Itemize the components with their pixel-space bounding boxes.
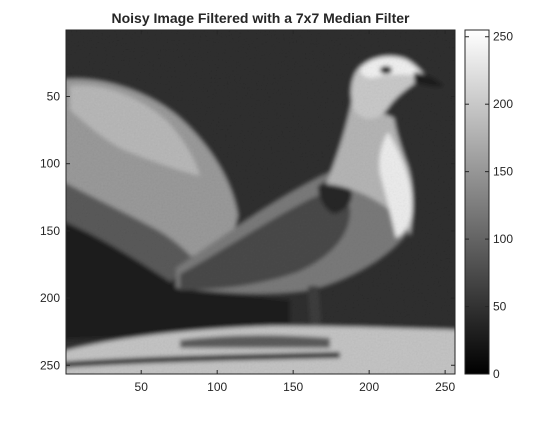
chart-title: Noisy Image Filtered with a 7x7 Median F… bbox=[112, 10, 411, 26]
x-axis: 50 100 150 200 250 bbox=[135, 30, 455, 394]
image-ground-dark bbox=[66, 352, 340, 368]
colorbar-tick-label: 100 bbox=[493, 232, 513, 246]
y-tick-label: 200 bbox=[40, 291, 60, 305]
colorbar-tick-label: 0 bbox=[493, 367, 500, 381]
image-bird-head-top bbox=[360, 57, 424, 78]
colorbar-gradient bbox=[464, 29, 490, 375]
colorbar-tick-label: 50 bbox=[493, 300, 507, 314]
x-tick-label: 100 bbox=[207, 380, 227, 394]
axes-box bbox=[65, 29, 456, 375]
x-tick-label: 150 bbox=[283, 380, 303, 394]
image-bird-belly bbox=[379, 132, 413, 238]
image-bird-wing bbox=[180, 193, 351, 290]
y-axis: 50 100 150 200 250 bbox=[40, 90, 455, 372]
x-tick-label: 50 bbox=[135, 380, 149, 394]
y-tick-label: 50 bbox=[47, 90, 61, 104]
image-bird-beak bbox=[414, 72, 444, 87]
x-tick-label: 250 bbox=[435, 380, 455, 394]
y-tick-label: 100 bbox=[40, 157, 60, 171]
x-tick-label: 200 bbox=[359, 380, 379, 394]
y-tick-label: 150 bbox=[40, 224, 60, 238]
colorbar: 0 50 100 150 200 250 bbox=[464, 29, 513, 381]
image-rock-highlight bbox=[70, 85, 200, 176]
image-bird-eye bbox=[380, 66, 392, 74]
y-tick-label: 250 bbox=[40, 358, 60, 372]
colorbar-tick-label: 150 bbox=[493, 165, 513, 179]
image-area bbox=[66, 30, 455, 374]
image-bird-wing-dark bbox=[318, 179, 352, 214]
image-dark-foreground bbox=[66, 222, 290, 340]
image-ground-shadow bbox=[180, 335, 330, 348]
colorbar-ticks: 0 50 100 150 200 250 bbox=[465, 30, 513, 381]
colorbar-tick-label: 200 bbox=[493, 97, 513, 111]
colorbar-tick-label: 250 bbox=[493, 30, 513, 44]
